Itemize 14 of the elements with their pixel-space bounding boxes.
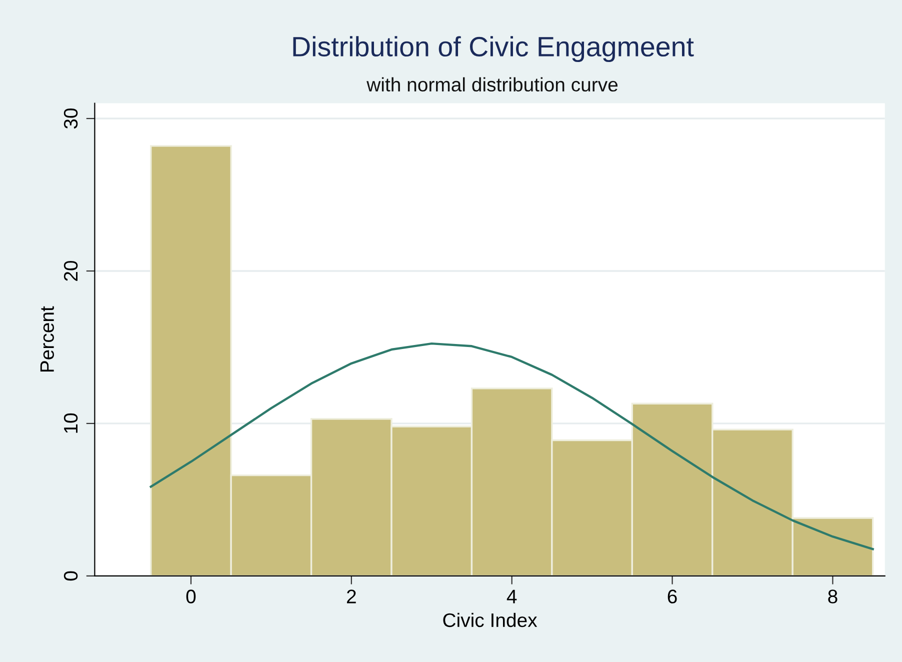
x-tick-label: 0 xyxy=(186,590,196,604)
y-tick-label: 10 xyxy=(64,413,78,433)
x-tick-label: 6 xyxy=(668,590,677,604)
chart-subtitle: with normal distribution curve xyxy=(366,77,618,92)
x-axis-title: Civic Index xyxy=(443,612,538,628)
y-tick-label: 0 xyxy=(64,571,78,581)
line-series xyxy=(150,342,874,550)
x-tick-label: 2 xyxy=(346,590,356,604)
y-tick-label: 20 xyxy=(64,260,78,281)
x-tick-label: 8 xyxy=(828,590,838,604)
y-axis-title: Percent xyxy=(40,306,54,372)
chart-title: Distribution of Civic Engagmeent xyxy=(293,36,694,62)
x-tick-label: 4 xyxy=(506,590,517,604)
y-tick-label: 30 xyxy=(64,108,78,129)
